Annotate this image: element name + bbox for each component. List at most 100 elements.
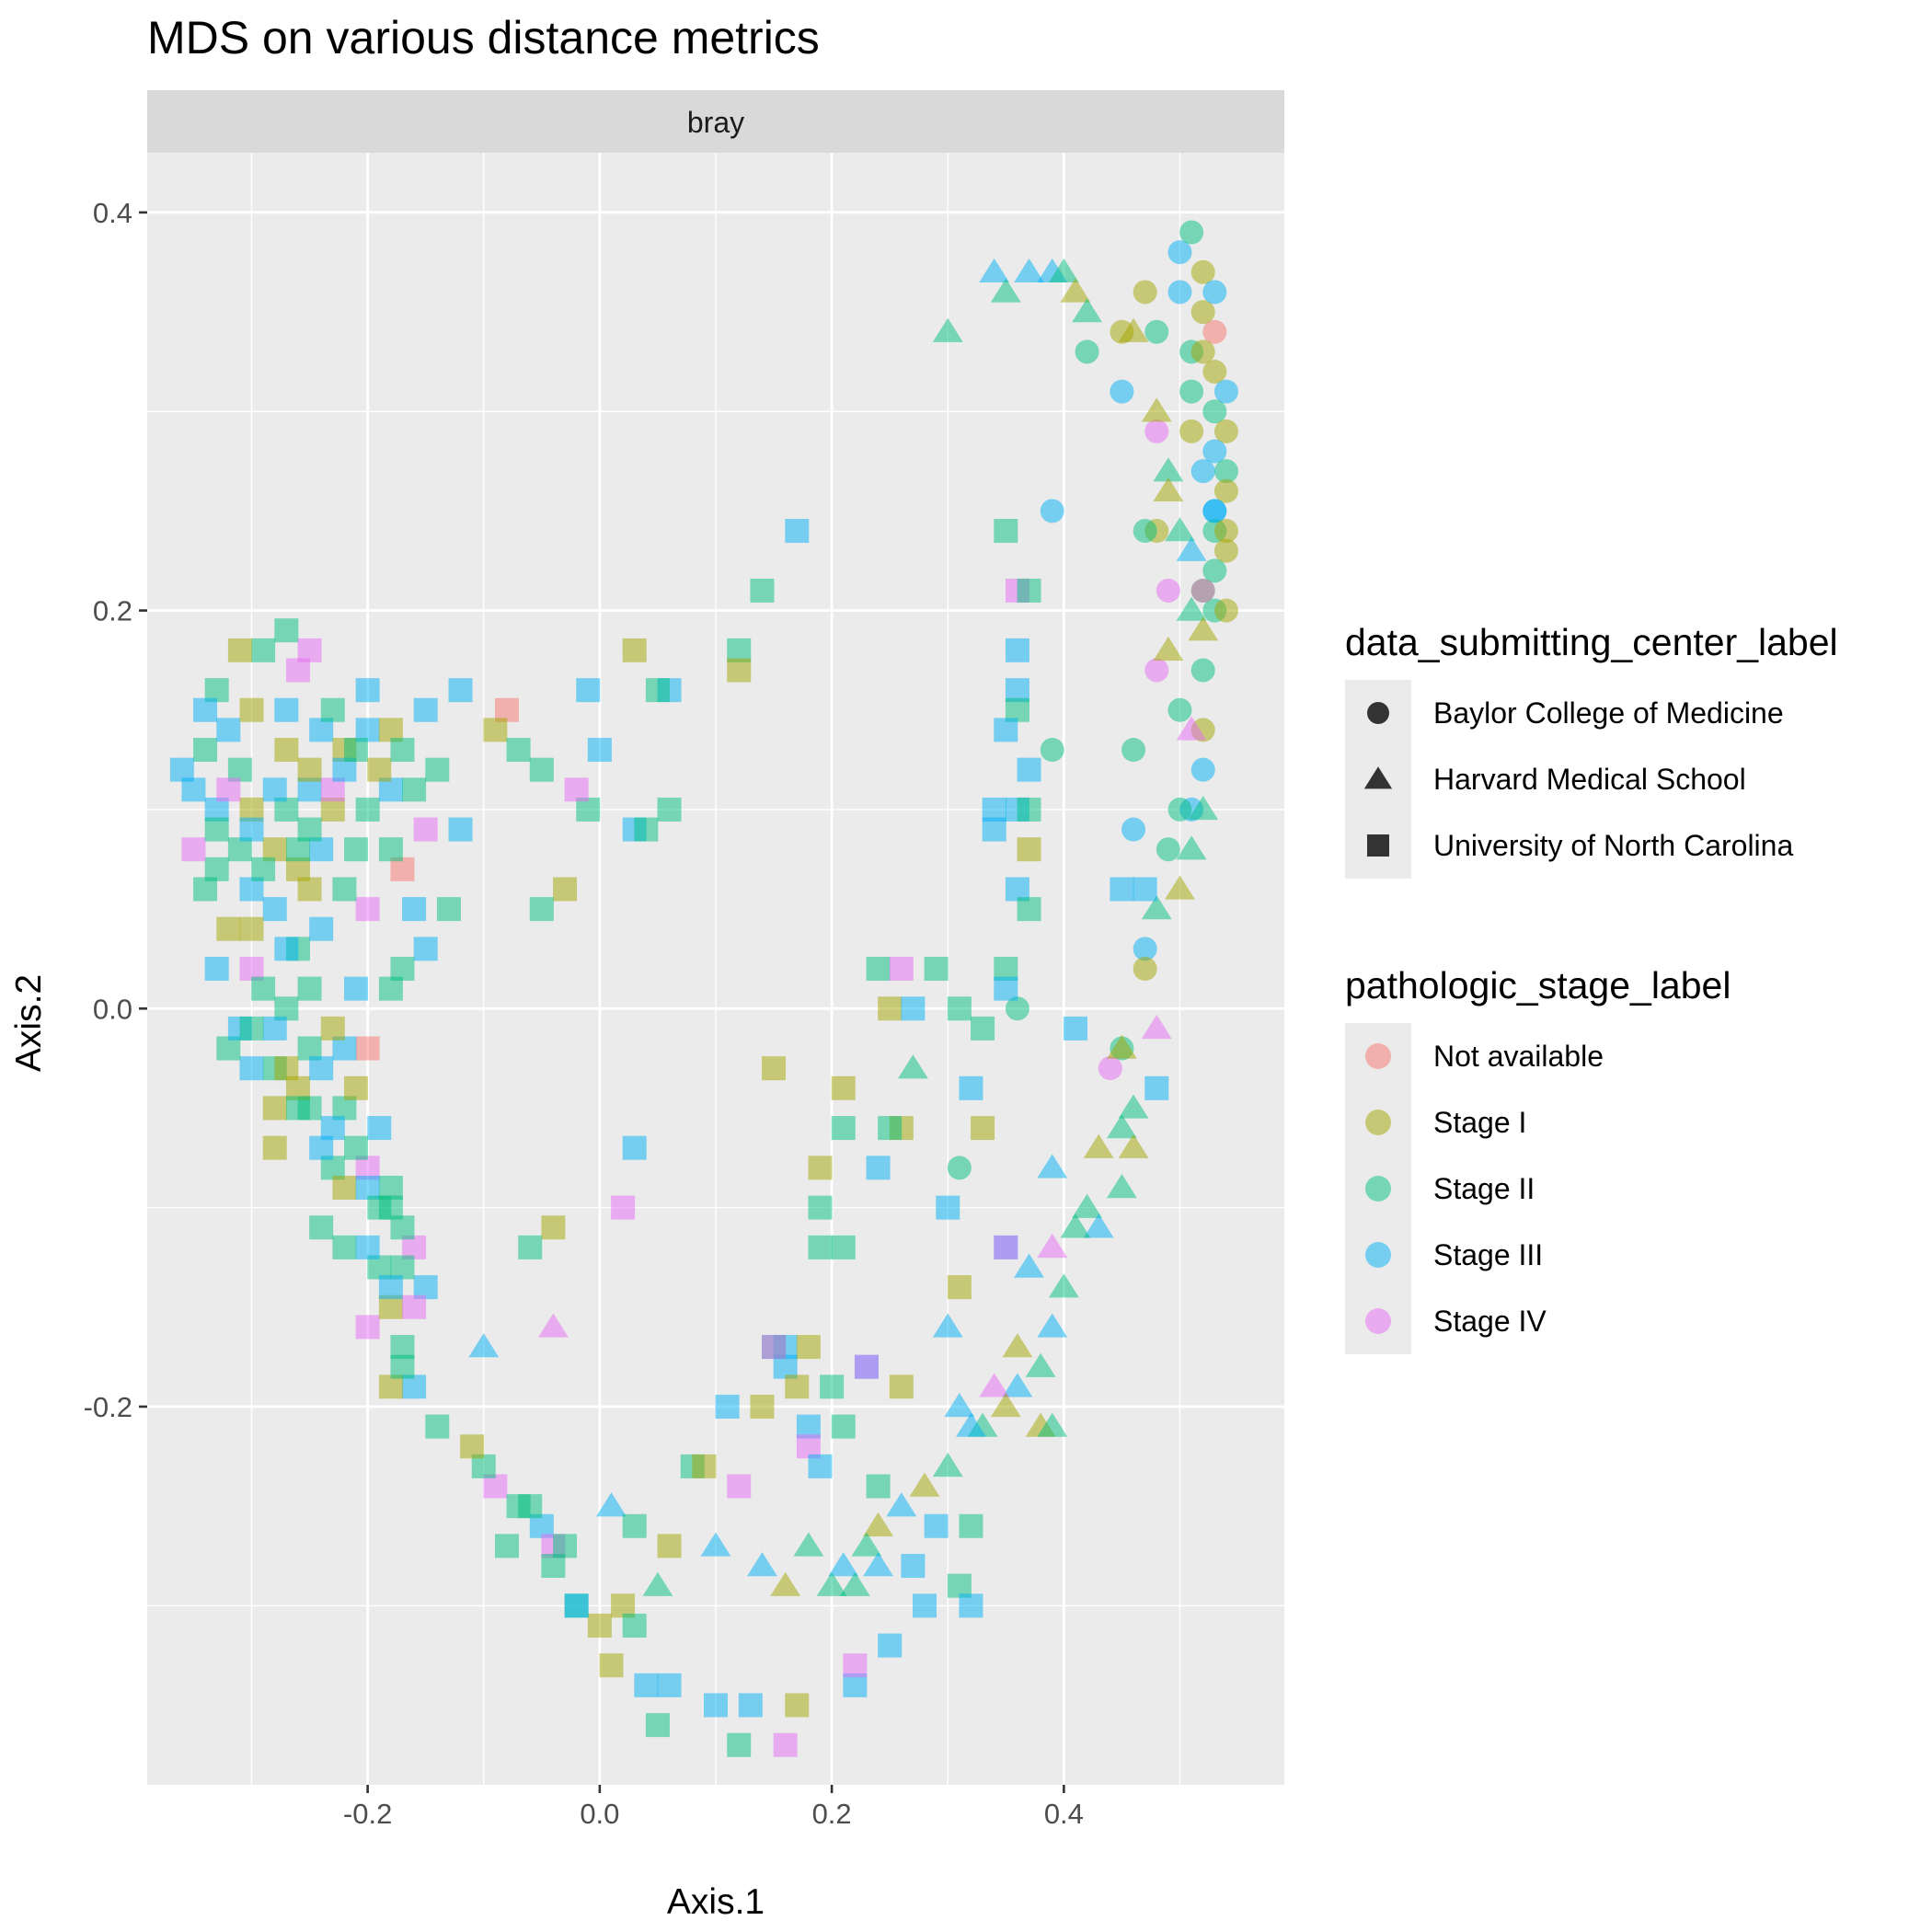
data-point-triangle [932, 1452, 963, 1478]
shape-legend-label: University of North Carolina [1433, 829, 1793, 862]
legend-triangle-icon [1363, 766, 1393, 789]
data-point-triangle [1014, 258, 1044, 283]
data-point-circle [1190, 459, 1215, 484]
data-point-circle [1213, 598, 1238, 623]
data-point-triangle [642, 1571, 673, 1596]
data-point-square [239, 697, 264, 722]
facet-strip-label: bray [687, 106, 744, 139]
data-point-circle [1005, 996, 1029, 1021]
data-point-square [1017, 797, 1041, 822]
data-point-triangle [1037, 1313, 1068, 1338]
data-point-square [239, 1016, 264, 1041]
gridlines [147, 153, 1284, 1785]
data-point-triangle [700, 1532, 731, 1557]
data-point-triangle [1118, 317, 1149, 342]
data-point-triangle [1048, 258, 1079, 283]
data-point-square [216, 777, 241, 802]
data-point-square [402, 777, 427, 802]
data-point-triangle [944, 1393, 975, 1418]
data-point-square [634, 1673, 659, 1697]
data-point-square [994, 1235, 1018, 1259]
data-point-square [402, 897, 427, 922]
data-point-square [320, 697, 345, 722]
data-point-square [425, 757, 450, 782]
data-point-circle [1190, 578, 1215, 603]
data-point-square [913, 1593, 937, 1618]
data-point-triangle [1083, 1213, 1114, 1238]
data-point-triangle [1153, 636, 1184, 661]
data-point-circle [1202, 280, 1227, 305]
x-tick-label: 0.4 [1044, 1798, 1084, 1830]
data-point-circle [1121, 738, 1146, 763]
data-point-square [994, 519, 1018, 544]
data-point-square [309, 916, 334, 941]
data-point-square [1017, 837, 1041, 862]
data-point-square [564, 777, 589, 802]
data-point-triangle [932, 1313, 963, 1338]
data-point-square [924, 957, 949, 981]
data-point-circle [1190, 658, 1215, 683]
data-point-triangle [1188, 616, 1219, 641]
data-point-circle [1167, 240, 1192, 265]
data-point-square [1017, 757, 1041, 782]
data-point-square [750, 1394, 775, 1419]
data-point-square [460, 1434, 485, 1459]
data-point-square [947, 1275, 972, 1300]
data-point-triangle [1060, 1213, 1091, 1238]
data-point-square [994, 718, 1018, 742]
data-point-circle [1213, 478, 1238, 503]
color-legend-label: Stage I [1433, 1106, 1526, 1139]
data-point-circle [1213, 379, 1238, 404]
data-point-square [704, 1693, 728, 1718]
data-point-triangle [816, 1571, 847, 1596]
data-point-square [692, 1454, 717, 1478]
data-point-circle [1144, 658, 1169, 683]
data-point-square [878, 1116, 903, 1141]
data-point-square [448, 817, 473, 842]
data-point-triangle [1106, 1114, 1137, 1139]
data-point-square [971, 1116, 995, 1141]
data-point-triangle [747, 1552, 777, 1577]
data-point-square [1017, 897, 1041, 922]
x-tick-label: -0.2 [343, 1798, 392, 1830]
data-point-triangle [537, 1313, 569, 1338]
data-point-square [854, 1354, 879, 1379]
data-point-circle [1121, 817, 1146, 842]
data-point-square [355, 1315, 380, 1340]
data-point-square [727, 1474, 752, 1499]
data-point-square [727, 1732, 752, 1757]
data-point-square [762, 1056, 787, 1081]
data-point-triangle [1118, 1133, 1149, 1158]
data-point-square [959, 1593, 983, 1618]
data-point-circle [1202, 558, 1227, 583]
shape-legend-label: Harvard Medical School [1433, 763, 1746, 796]
data-point-square [645, 1713, 670, 1738]
data-point-square [355, 797, 380, 822]
data-point-circle [947, 1156, 972, 1180]
data-point-square [181, 837, 206, 862]
data-point-square [564, 1593, 589, 1618]
data-point-triangle [851, 1532, 882, 1557]
data-point-circle [1213, 538, 1238, 563]
data-point-square [355, 1235, 380, 1259]
data-point-square [518, 1235, 543, 1259]
data-point-square [773, 1732, 798, 1757]
scatter-points [169, 220, 1238, 1757]
data-point-square [889, 1374, 914, 1399]
data-point-triangle [770, 1571, 801, 1596]
data-point-circle [1167, 797, 1192, 822]
axes: -0.2 0.0 0.2 0.4 -0.2 0.0 0.2 0.4 [84, 197, 1084, 1830]
data-point-square [901, 1554, 926, 1579]
facet-strip [147, 90, 1284, 153]
data-point-square [936, 1195, 960, 1220]
color-legend-label: Not available [1433, 1040, 1604, 1073]
data-point-triangle [1153, 457, 1184, 482]
data-point-square [274, 937, 299, 961]
data-point-square [320, 1016, 345, 1041]
data-point-square [274, 618, 299, 643]
data-point-square [1133, 877, 1157, 902]
data-point-square [227, 638, 252, 662]
data-point-triangle [1106, 1174, 1137, 1199]
data-point-square [587, 1613, 612, 1638]
data-point-square [1005, 638, 1029, 662]
